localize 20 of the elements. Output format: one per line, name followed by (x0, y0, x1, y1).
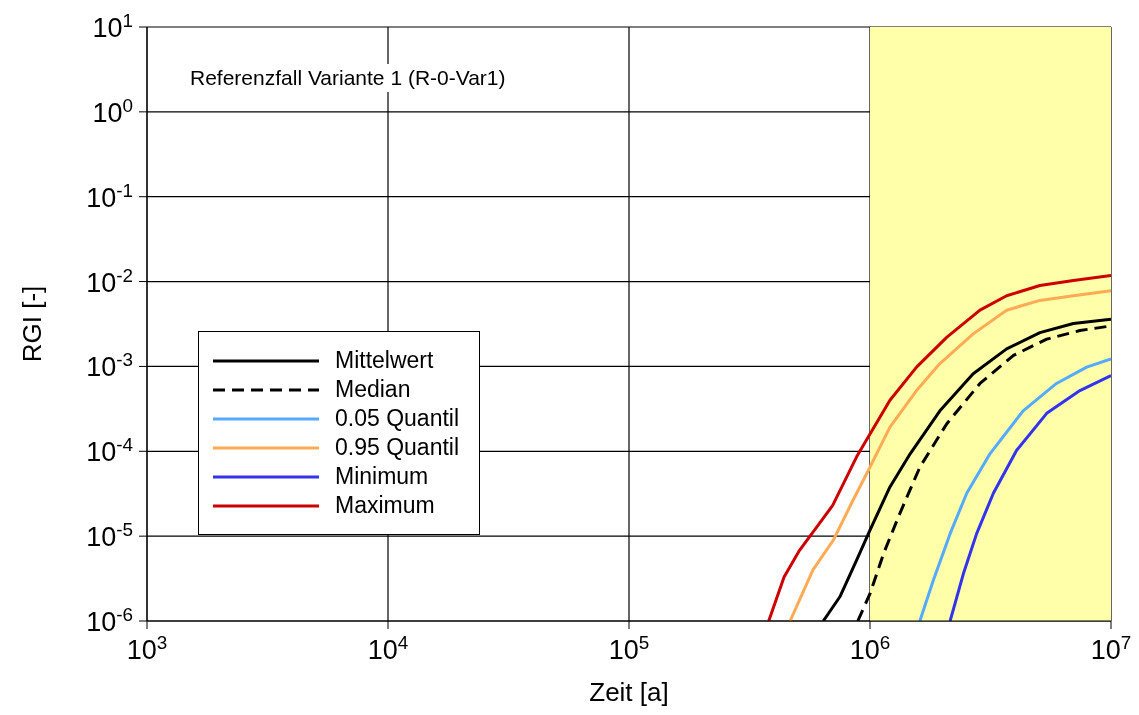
legend-label: Mittelwert (335, 347, 434, 374)
x-tick-label: 10$^{7}$ (1090, 631, 1132, 665)
y-tick-label: 10$^{-3}$ (86, 348, 133, 383)
y-tick-label: 10$^{1}$ (92, 9, 133, 43)
x-tick-label: 10$^{6}$ (849, 631, 891, 665)
y-tick-label: 10$^{-2}$ (86, 264, 133, 298)
y-tick-label: 10$^{0}$ (92, 94, 133, 128)
x-axis-title: Zeit [a] (589, 677, 669, 707)
legend-label: Maximum (335, 492, 435, 519)
legend-label: Minimum (335, 463, 429, 490)
y-tick-label: 10$^{-4}$ (86, 433, 133, 468)
legend-label: Median (335, 376, 411, 403)
y-tick-label: 10$^{-5}$ (86, 518, 133, 553)
annotation: Referenzfall Variante 1 (R-0-Var1) (184, 64, 512, 92)
y-tick-label: 10$^{-1}$ (86, 179, 133, 213)
x-tick-label: 10$^{5}$ (608, 631, 650, 665)
y-axis-title: RGI [-] (17, 285, 48, 363)
legend-label: 0.95 Quantil (335, 434, 460, 461)
legend-label: 0.05 Quantil (335, 405, 460, 432)
x-tick-label: 10$^{4}$ (367, 631, 409, 665)
